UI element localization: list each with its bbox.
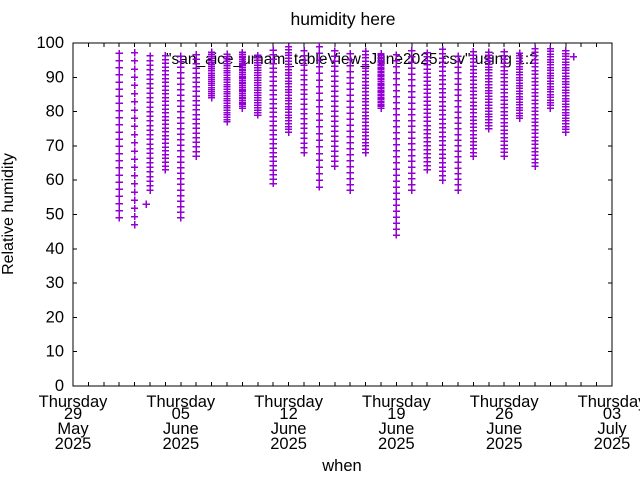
svg-text:2025: 2025 bbox=[594, 435, 631, 453]
svg-text:90: 90 bbox=[46, 68, 64, 86]
svg-text:20: 20 bbox=[46, 308, 64, 326]
svg-text:30: 30 bbox=[46, 274, 64, 292]
svg-text:60: 60 bbox=[46, 171, 64, 189]
svg-text:10: 10 bbox=[46, 343, 64, 361]
svg-text:2025: 2025 bbox=[486, 435, 523, 453]
svg-text:2025: 2025 bbox=[378, 435, 415, 453]
svg-text:2025: 2025 bbox=[162, 435, 199, 453]
svg-text:40: 40 bbox=[46, 240, 64, 258]
svg-text:Relative humidity: Relative humidity bbox=[0, 153, 17, 275]
svg-text:50: 50 bbox=[46, 206, 64, 224]
svg-text:2025: 2025 bbox=[55, 435, 92, 453]
svg-text:2025: 2025 bbox=[270, 435, 307, 453]
svg-text:humidity here: humidity here bbox=[290, 9, 395, 29]
svg-text:70: 70 bbox=[46, 137, 64, 155]
svg-text:100: 100 bbox=[36, 34, 64, 52]
svg-text:when: when bbox=[321, 457, 361, 475]
svg-text:80: 80 bbox=[46, 103, 64, 121]
